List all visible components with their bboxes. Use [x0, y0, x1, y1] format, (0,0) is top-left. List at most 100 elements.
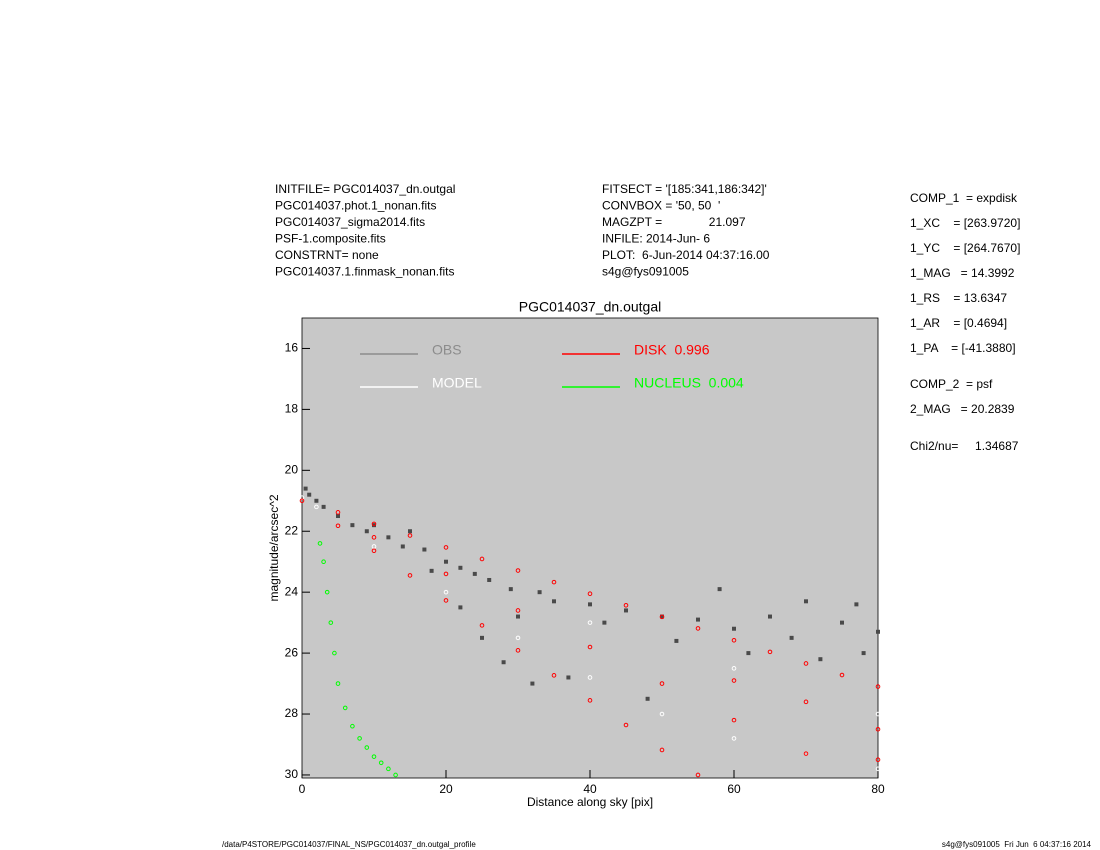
fit-parameter: 1_RS = 13.6347	[910, 291, 1007, 305]
profile-point	[386, 766, 391, 772]
obs-point	[458, 565, 463, 570]
obs-point	[429, 568, 434, 573]
profile-point	[407, 573, 413, 578]
obs-point	[602, 620, 607, 625]
profile-point	[335, 510, 341, 515]
obs-point	[444, 559, 448, 564]
obs-point	[854, 602, 859, 607]
legend-label: DISK 0.996	[634, 342, 710, 358]
profile-point	[551, 579, 557, 585]
x-tick-label: 40	[583, 782, 597, 796]
plot-area	[301, 317, 879, 779]
profile-point	[317, 541, 323, 546]
legend-label: MODEL	[432, 375, 482, 391]
profile-point	[371, 548, 377, 554]
obs-point	[307, 492, 312, 497]
profile-point	[587, 698, 593, 703]
obs-point	[400, 544, 405, 549]
y-tick-label: 26	[285, 645, 299, 659]
profile-point	[767, 649, 773, 655]
y-tick-label: 28	[285, 706, 299, 720]
header-line: PSF-1.composite.fits	[275, 232, 386, 246]
obs-point	[321, 504, 326, 509]
header-line: MAGZPT = 21.097	[602, 215, 746, 229]
y-axis-label: magnitude/arcsec^2	[267, 494, 281, 601]
profile-point	[342, 705, 348, 711]
profile-point	[875, 757, 881, 763]
profile-point	[731, 736, 737, 741]
obs-point	[768, 614, 772, 619]
fit-parameter: 2_MAG = 20.2839	[910, 402, 1015, 416]
obs-point	[624, 608, 628, 613]
profile-point	[407, 533, 413, 538]
header-line: CONSTRNT= none	[275, 248, 379, 262]
obs-point	[501, 660, 506, 665]
profile-point	[515, 648, 521, 653]
profile-point	[335, 523, 341, 529]
legend-label: NUCLEUS 0.004	[634, 375, 744, 391]
profile-point	[350, 723, 355, 729]
profile-point	[875, 766, 881, 772]
obs-point	[789, 635, 794, 640]
profile-point	[321, 559, 326, 565]
fit-parameter: 1_XC = [263.9720]	[910, 216, 1020, 230]
profile-point	[803, 699, 809, 705]
footer-stamp: s4g@fys091005 Fri Jun 6 04:37:16 2014	[942, 840, 1092, 849]
profile-point	[328, 620, 334, 625]
profile-point	[371, 535, 377, 540]
profile-point	[515, 568, 521, 573]
obs-point	[480, 635, 484, 640]
profile-point	[479, 556, 485, 562]
profile-point	[659, 614, 665, 620]
obs-point	[372, 523, 376, 528]
header-line: PGC014037.phot.1_nonan.fits	[275, 199, 436, 213]
profile-point	[314, 504, 319, 510]
profile-point	[659, 681, 665, 686]
profile-point	[875, 726, 881, 732]
obs-point	[336, 514, 340, 519]
fit-parameter: 1_YC = [264.7670]	[910, 241, 1020, 255]
profile-point	[371, 754, 377, 759]
fit-parameter: 1_AR = [0.4694]	[910, 316, 1007, 330]
profile-point	[371, 544, 377, 549]
profile-point	[324, 589, 330, 595]
header-line: PLOT: 6-Jun-2014 04:37:16.00	[602, 248, 770, 262]
obs-point	[717, 587, 722, 592]
profile-point	[731, 717, 737, 723]
obs-point	[386, 535, 391, 540]
profile-point	[839, 672, 845, 678]
fit-parameter: 1_PA = [-41.3880]	[910, 341, 1016, 355]
obs-point	[804, 599, 808, 604]
profile-point	[623, 722, 629, 728]
obs-point	[303, 486, 308, 491]
fit-parameter: 1_MAG = 14.3992	[910, 266, 1015, 280]
profile-point	[731, 638, 737, 643]
obs-point	[364, 529, 369, 534]
obs-point	[487, 577, 492, 582]
obs-point	[458, 605, 463, 610]
header-line: CONVBOX = '50, 50 '	[602, 199, 720, 213]
obs-point	[876, 629, 880, 634]
x-tick-label: 60	[727, 782, 741, 796]
header-line: PGC014037.1.finmask_nonan.fits	[275, 265, 454, 279]
profile-point	[695, 772, 701, 778]
obs-point	[422, 547, 427, 552]
legend-label: OBS	[432, 342, 462, 358]
profile-point	[731, 666, 737, 671]
obs-point	[861, 651, 866, 656]
obs-point	[588, 602, 592, 607]
obs-point	[552, 599, 556, 604]
profile-point	[587, 591, 593, 596]
profile-point	[803, 751, 809, 756]
profile-point	[587, 620, 593, 625]
fit-parameter: COMP_1 = expdisk	[910, 191, 1018, 205]
profile-point	[659, 711, 665, 717]
obs-point	[674, 638, 679, 643]
obs-point	[818, 657, 823, 662]
profile-point	[587, 675, 593, 680]
profile-point	[357, 736, 362, 741]
obs-point	[314, 498, 319, 503]
profile-point	[803, 661, 809, 666]
profile-point	[515, 608, 521, 613]
footer-path: /data/P4STORE/PGC014037/FINAL_NS/PGC0140…	[222, 840, 476, 849]
